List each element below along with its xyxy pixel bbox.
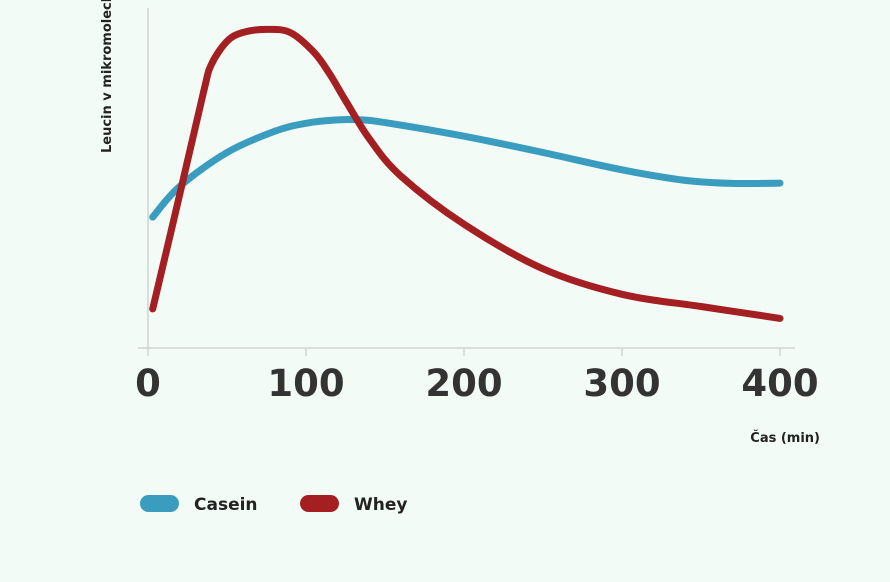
series-line-casein	[149, 115, 784, 221]
legend: Casein Whey	[140, 495, 407, 515]
y-axis-title: Leucin v mikromolech	[100, 0, 115, 153]
legend-label-whey: Whey	[354, 495, 407, 515]
legend-swatch-whey	[300, 495, 339, 512]
series-lines	[149, 25, 784, 322]
legend-swatch-casein	[140, 495, 179, 512]
x-tick-label: 200	[425, 362, 502, 405]
x-tick-label: 100	[267, 362, 344, 405]
x-tick-label: 0	[135, 362, 161, 405]
x-axis-title: Čas (min)	[750, 430, 820, 446]
x-tick-label: 300	[583, 362, 660, 405]
x-axis-ticks: 0 100 200 300 400	[135, 348, 819, 405]
x-tick-label: 400	[741, 362, 818, 405]
legend-label-casein: Casein	[194, 495, 258, 515]
series-line-whey	[149, 25, 784, 322]
